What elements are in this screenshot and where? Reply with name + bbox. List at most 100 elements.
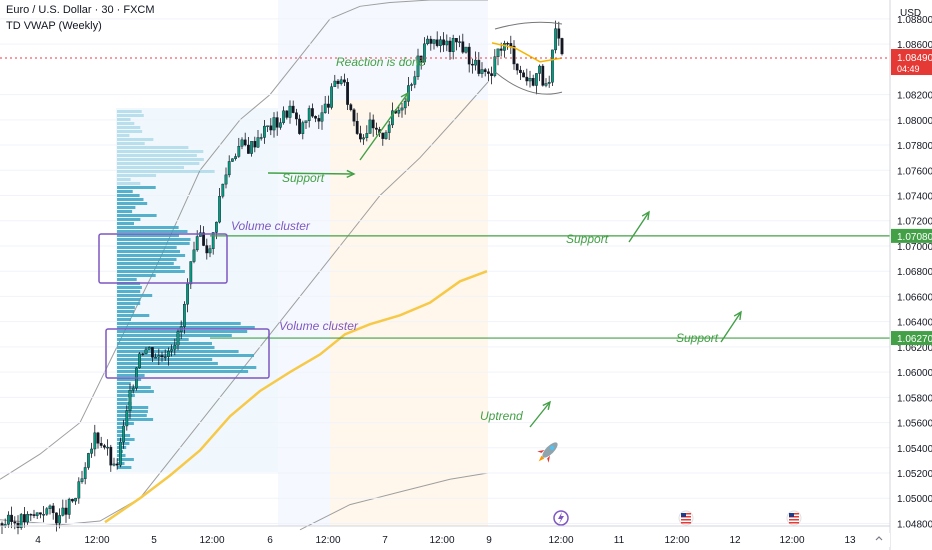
volume-bar xyxy=(117,382,131,385)
candle xyxy=(375,127,378,130)
candle xyxy=(285,110,289,118)
indicator-label[interactable]: TD VWAP (Weekly) xyxy=(6,20,102,32)
volume-cluster-box-2 xyxy=(105,328,270,379)
candle xyxy=(42,514,46,516)
candle xyxy=(131,387,135,391)
volume-cluster-box-1 xyxy=(98,233,228,284)
candle xyxy=(333,80,337,87)
candle xyxy=(298,118,301,134)
candle xyxy=(397,109,401,114)
candle xyxy=(32,514,36,516)
candle xyxy=(471,63,474,66)
candle xyxy=(189,261,193,285)
candle xyxy=(451,38,455,52)
price-tick-label: 1.06000 xyxy=(897,368,932,379)
time-tick-label: 7 xyxy=(382,535,388,546)
volume-bar xyxy=(117,274,156,277)
support-label-2: Support xyxy=(566,232,609,246)
volume-bar xyxy=(117,206,136,209)
candle xyxy=(74,497,78,502)
candle xyxy=(295,112,298,120)
candle xyxy=(359,133,362,140)
candle xyxy=(307,108,311,121)
candle xyxy=(311,108,314,117)
vwap-line-new xyxy=(491,42,563,63)
candle xyxy=(327,103,330,108)
candle xyxy=(102,445,106,448)
volume-bar xyxy=(117,246,177,249)
volume-bar xyxy=(117,430,124,433)
candle xyxy=(195,236,199,251)
price-tick-label: 1.05400 xyxy=(897,444,932,455)
volume-bar xyxy=(117,394,135,397)
candle xyxy=(106,446,110,449)
price-tick-label: 1.08200 xyxy=(897,91,932,102)
candle xyxy=(487,71,490,74)
volume-cluster-label-1: Volume cluster xyxy=(231,219,311,233)
candle xyxy=(365,133,369,138)
candle xyxy=(163,356,167,358)
candle xyxy=(467,46,471,65)
candle xyxy=(314,116,317,119)
volume-bar xyxy=(117,238,191,241)
candle xyxy=(416,55,420,77)
volume-bar xyxy=(117,178,131,181)
symbol-title[interactable]: Euro / U.S. Dollar · 30 · FXCM xyxy=(6,4,155,16)
volume-bar xyxy=(117,338,189,341)
candle xyxy=(259,137,263,139)
price-tick-label: 1.07000 xyxy=(897,242,932,253)
uptrend-label: Uptrend xyxy=(480,409,523,423)
candle xyxy=(387,124,391,133)
price-tick-label: 1.06400 xyxy=(897,318,932,329)
candle xyxy=(115,463,119,466)
candle xyxy=(202,232,205,246)
volume-bar xyxy=(117,170,215,173)
candle xyxy=(138,353,141,369)
time-tick-label: 12 xyxy=(729,535,741,546)
volume-bar xyxy=(117,278,137,281)
band-right-upper xyxy=(494,21,563,30)
candle xyxy=(29,514,33,516)
candle xyxy=(122,425,126,443)
candle xyxy=(368,119,372,134)
candle xyxy=(275,117,279,128)
candle xyxy=(240,139,244,147)
price-tick-label: 1.06800 xyxy=(897,267,932,278)
candle xyxy=(112,463,116,466)
candle xyxy=(10,514,13,522)
candle xyxy=(455,38,458,43)
volume-bar xyxy=(117,190,133,193)
price-tick-label: 1.07200 xyxy=(897,217,932,228)
time-tick-label: 12:00 xyxy=(429,535,454,546)
support-arrow-3 xyxy=(720,311,742,343)
candle xyxy=(205,245,209,254)
candle xyxy=(461,41,465,53)
candle xyxy=(288,105,292,118)
candle xyxy=(483,69,487,72)
candle xyxy=(237,146,241,157)
candle xyxy=(214,221,218,233)
candle xyxy=(515,63,519,71)
candle xyxy=(330,86,333,108)
candle xyxy=(528,78,532,82)
volume-bar xyxy=(117,122,135,125)
volume-bar xyxy=(117,118,131,121)
candle xyxy=(224,174,228,185)
candle xyxy=(496,48,500,58)
rocket-icon xyxy=(537,442,558,463)
volume-bar xyxy=(117,242,190,245)
volume-bar xyxy=(117,362,218,365)
candle xyxy=(531,78,535,86)
candle xyxy=(493,56,497,76)
candle xyxy=(170,349,173,352)
volume-bar xyxy=(117,298,141,301)
volume-bar xyxy=(117,134,130,137)
candle xyxy=(256,137,260,148)
candle xyxy=(519,69,522,73)
price-tick-label: 1.07400 xyxy=(897,192,932,203)
candle xyxy=(279,122,282,128)
volume-bar xyxy=(117,414,147,417)
volume-bar xyxy=(117,150,204,153)
